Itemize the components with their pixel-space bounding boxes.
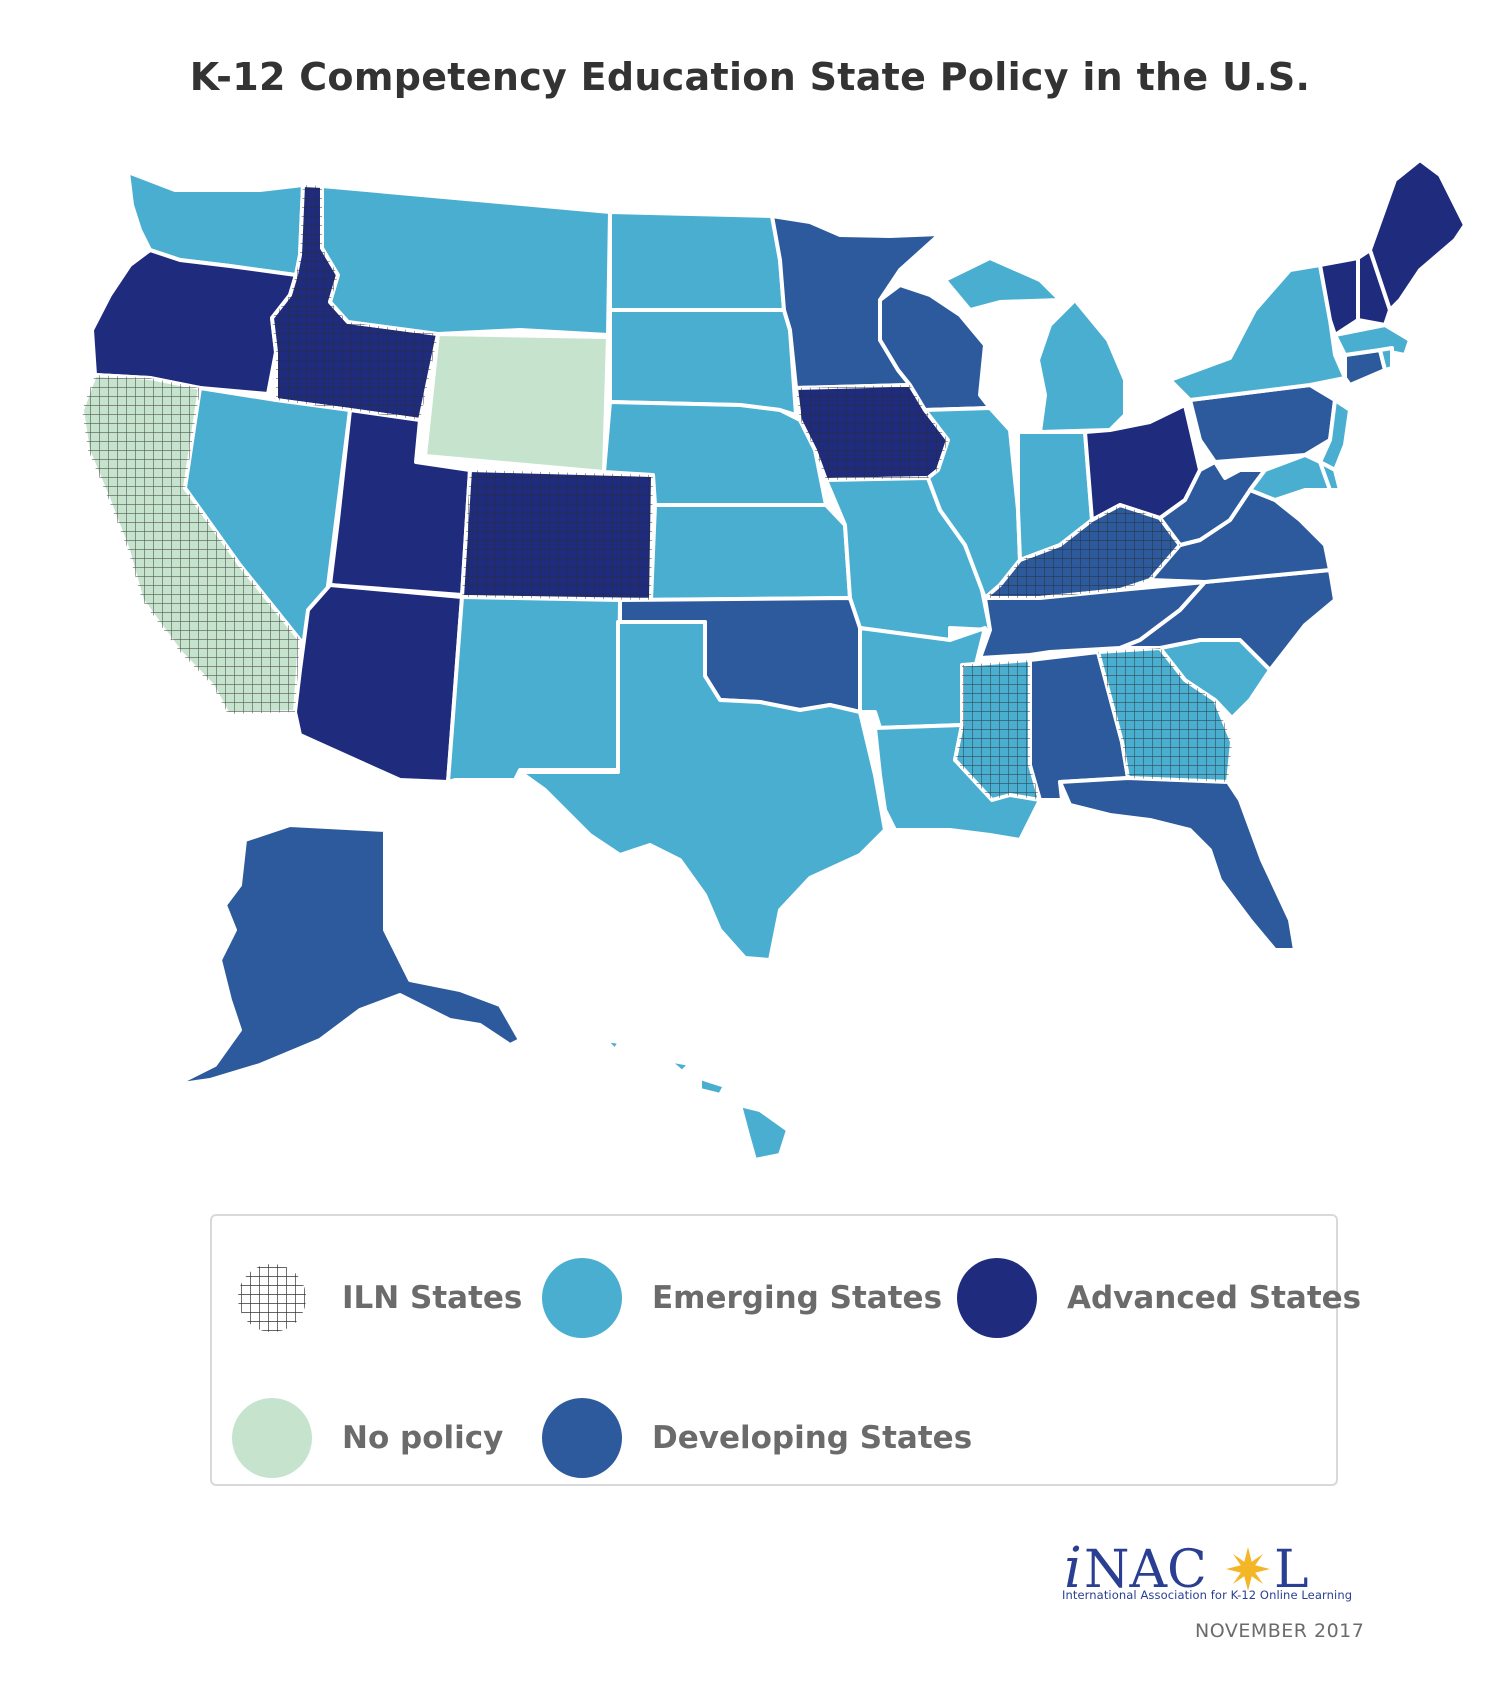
state-or	[90, 248, 298, 396]
svg-text:NAC: NAC	[1084, 1540, 1207, 1600]
legend-label-no-policy: No policy	[342, 1420, 504, 1456]
state-ks	[649, 503, 852, 602]
legend-no-policy: No policy	[232, 1398, 503, 1478]
state-nd	[608, 210, 786, 312]
state-ny	[1168, 263, 1347, 402]
iln-overlay-id	[272, 185, 438, 420]
state-tx	[518, 620, 887, 962]
legend-developing: Developing States	[542, 1398, 972, 1478]
state-wy	[423, 332, 610, 474]
iln-overlay-co	[462, 470, 653, 600]
legend-emerging: Emerging States	[542, 1258, 942, 1338]
state-ak	[173, 823, 522, 1087]
iln-overlay-ca	[82, 375, 300, 714]
state-mt	[320, 184, 612, 337]
iln-overlay-ms	[955, 660, 1040, 800]
map-title: K-12 Competency Education State Policy i…	[189, 55, 1311, 99]
state-wv	[1158, 460, 1267, 547]
publication-date: NOVEMBER 2017	[1195, 1620, 1365, 1642]
iln-overlay-ky	[985, 505, 1180, 598]
developing-swatch-icon	[542, 1398, 622, 1478]
iln-swatch-icon	[238, 1264, 306, 1332]
inacol-logo: i NAC L	[1062, 1535, 1332, 1605]
legend-label-iln: ILN States	[342, 1280, 523, 1316]
state-ne	[602, 400, 828, 507]
state-hi	[603, 1038, 790, 1162]
advanced-swatch-icon	[957, 1258, 1037, 1338]
state-wi	[878, 283, 992, 412]
legend-label-emerging: Emerging States	[652, 1280, 943, 1316]
svg-text:L: L	[1274, 1540, 1309, 1600]
emerging-swatch-icon	[542, 1258, 622, 1338]
legend-label-advanced: Advanced States	[1067, 1280, 1362, 1316]
iln-overlay-ia	[796, 385, 948, 480]
iln-overlay-ga	[1098, 648, 1232, 782]
state-sd	[608, 308, 798, 417]
state-me	[1368, 158, 1467, 312]
us-state-map	[80, 158, 1467, 1162]
legend-label-developing: Developing States	[652, 1420, 973, 1456]
state-nh	[1356, 248, 1392, 327]
no-policy-swatch-icon	[232, 1398, 312, 1478]
state-ri	[1378, 346, 1394, 372]
sun-icon	[1226, 1547, 1270, 1591]
state-fl	[1058, 776, 1297, 952]
state-vt	[1318, 256, 1360, 337]
svg-text:i: i	[1064, 1536, 1082, 1601]
state-mi	[943, 256, 1127, 434]
legend: ILN States Emerging States Advanced Stat…	[210, 1214, 1361, 1486]
legend-iln: ILN States	[232, 1258, 522, 1338]
state-az	[293, 583, 464, 784]
state-pa	[1188, 383, 1337, 464]
legend-advanced: Advanced States	[957, 1258, 1361, 1338]
inacol-logo-mark: i NAC L	[1064, 1536, 1309, 1601]
logo-subtitle: International Association for K-12 Onlin…	[1062, 1588, 1353, 1602]
state-nm	[446, 595, 622, 784]
state-nc	[1118, 568, 1337, 672]
state-de	[1318, 460, 1342, 492]
